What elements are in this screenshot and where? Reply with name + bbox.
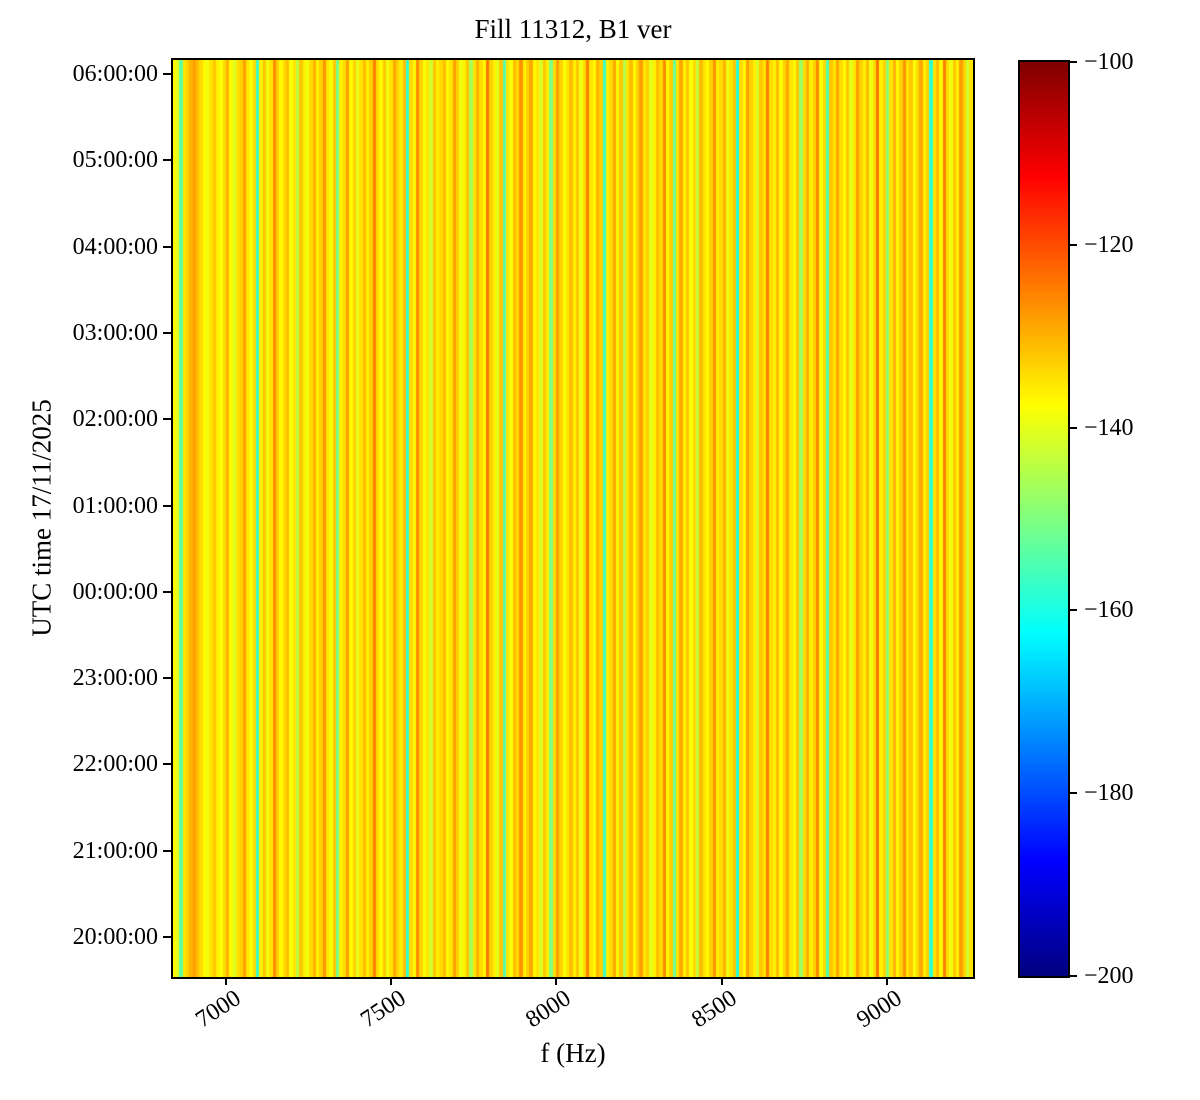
y-tick-label: 22:00:00 <box>72 751 158 778</box>
colorbar-tick-label: −200 <box>1084 963 1134 989</box>
x-tick-label: 8500 <box>686 985 742 1034</box>
x-tick-label: 9000 <box>852 985 907 1034</box>
y-tick-label: 05:00:00 <box>72 147 158 174</box>
colorbar-tick-mark <box>1070 426 1077 429</box>
colorbar <box>1018 60 1070 978</box>
plot-area <box>171 58 975 979</box>
colorbar-tick-mark <box>1070 61 1077 63</box>
y-tick-label: 03:00:00 <box>72 319 158 346</box>
colorbar-tick-label: −100 <box>1084 49 1134 75</box>
y-tick-mark <box>163 418 171 421</box>
y-tick-mark <box>163 849 171 852</box>
x-tick-label: 7000 <box>191 985 246 1034</box>
y-tick-mark <box>163 504 171 507</box>
x-tick-label: 7500 <box>356 985 411 1034</box>
y-tick-mark <box>163 763 171 766</box>
y-tick-mark <box>163 936 171 938</box>
y-tick-label: 23:00:00 <box>72 665 158 692</box>
y-tick-label: 00:00:00 <box>72 578 158 605</box>
colorbar-tick-mark <box>1070 243 1077 246</box>
y-tick-label: 02:00:00 <box>72 406 158 433</box>
colorbar-tick-label: −120 <box>1084 231 1134 258</box>
x-tick-mark <box>720 977 723 985</box>
y-tick-mark <box>163 331 171 334</box>
x-tick-mark <box>886 977 889 985</box>
y-tick-label: 06:00:00 <box>72 61 158 87</box>
colorbar-tick-label: −140 <box>1084 414 1134 441</box>
x-tick-mark <box>555 977 558 985</box>
x-tick-mark <box>390 977 393 985</box>
y-tick-mark <box>163 73 171 75</box>
colorbar-tick-mark <box>1070 975 1077 977</box>
colorbar-tick-label: −160 <box>1084 597 1134 624</box>
colorbar-tick-mark <box>1070 792 1077 795</box>
y-tick-mark <box>163 245 171 248</box>
x-tick-label: 8000 <box>521 985 577 1034</box>
y-tick-mark <box>163 590 171 593</box>
colorbar-canvas <box>1020 62 1068 976</box>
y-tick-label: 20:00:00 <box>72 924 158 950</box>
y-tick-mark <box>163 159 171 162</box>
y-tick-label: 21:00:00 <box>72 837 158 864</box>
chart-title: Fill 11312, B1 ver <box>474 14 672 44</box>
x-axis-label: f (Hz) <box>540 1038 606 1068</box>
colorbar-tick-label: −180 <box>1084 780 1134 807</box>
y-tick-mark <box>163 677 171 680</box>
y-tick-label: 04:00:00 <box>72 233 158 260</box>
heatmap-canvas <box>173 60 973 977</box>
x-tick-mark <box>224 977 227 985</box>
y-tick-label: 01:00:00 <box>72 492 158 519</box>
colorbar-tick-mark <box>1070 609 1077 612</box>
